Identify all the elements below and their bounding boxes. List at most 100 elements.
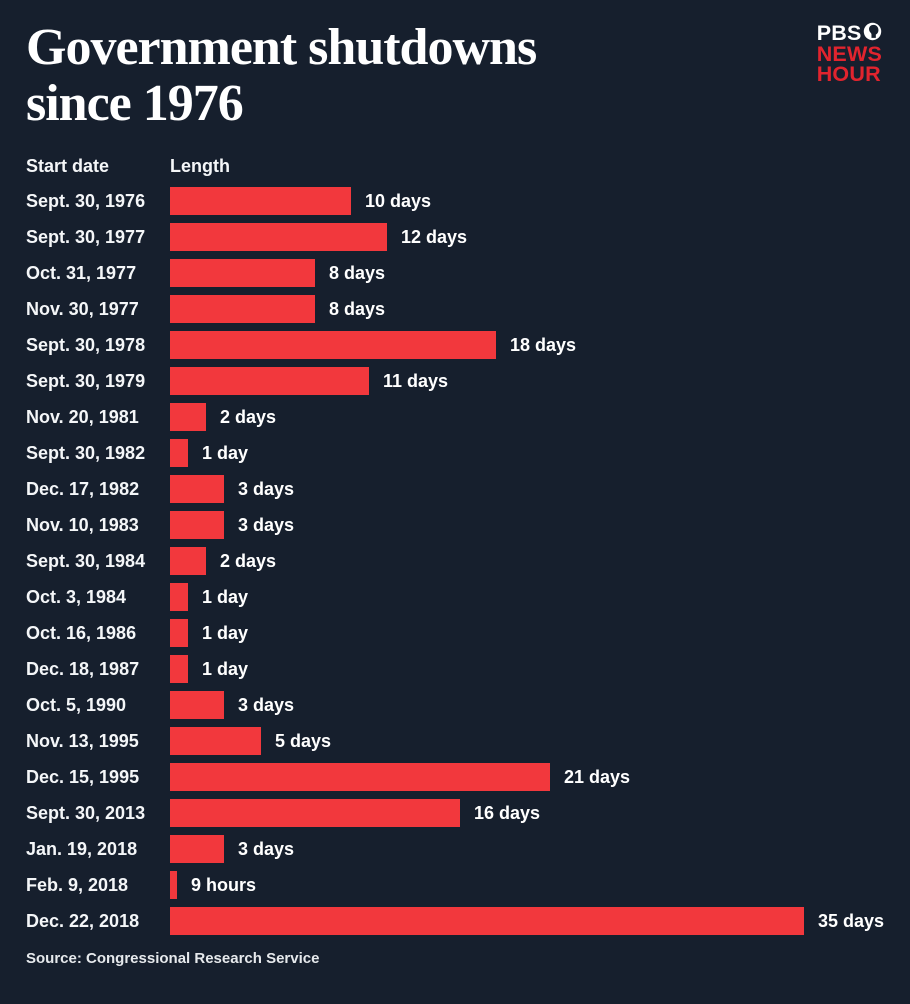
table-row: Sept. 30, 1978 18 days (26, 331, 884, 359)
row-date-label: Sept. 30, 1977 (26, 226, 146, 247)
bar (170, 799, 460, 827)
source-note: Source: Congressional Research Service (26, 950, 320, 967)
row-date-label: Dec. 17, 1982 (26, 478, 140, 499)
row-value-label: 3 days (238, 514, 295, 535)
row-value-label: 3 days (238, 838, 295, 859)
row-bar-area: 5 days (170, 727, 884, 755)
row-bar-area: 11 days (170, 367, 884, 395)
row-value-label: 1 day (202, 586, 249, 607)
bar (170, 691, 224, 719)
row-date-label: Oct. 16, 1986 (26, 622, 137, 643)
row-date-label: Nov. 10, 1983 (26, 514, 139, 535)
row-value-label: 1 day (202, 622, 249, 643)
row-value-label: 12 days (401, 226, 468, 247)
table-row: Sept. 30, 1977 12 days (26, 223, 884, 251)
row-bar-area: 16 days (170, 799, 884, 827)
row-date-label: Oct. 3, 1984 (26, 586, 127, 607)
column-header-length: Length (170, 156, 230, 176)
row-date-label: Dec. 15, 1995 (26, 766, 140, 787)
table-row: Nov. 10, 1983 3 days (26, 511, 884, 539)
table-row: Dec. 22, 2018 35 days (26, 907, 884, 935)
row-bar-area: 2 days (170, 403, 884, 431)
row-bar-area: 35 days (169, 907, 884, 935)
bar (170, 187, 351, 215)
row-value-label: 10 days (365, 190, 432, 211)
table-row: Oct. 5, 1990 3 days (26, 691, 884, 719)
row-date-label: Dec. 22, 2018 (26, 910, 140, 931)
row-date-label: Nov. 30, 1977 (26, 298, 139, 319)
bar (170, 475, 224, 503)
logo-hour-text: HOUR (816, 62, 881, 86)
table-row: Sept. 30, 2013 16 days (26, 799, 884, 827)
pbs-newshour-logo: PBS NEWS HOUR (816, 22, 882, 86)
table-row: Sept. 30, 1984 2 days (26, 547, 884, 575)
row-bar-area: 1 day (170, 439, 884, 467)
table-row: Feb. 9, 2018 9 hours (26, 871, 884, 899)
row-bar-area: 8 days (170, 259, 884, 287)
row-bar-area: 18 days (170, 331, 884, 359)
bar-chart: Sept. 30, 1976 10 days Sept. 30, 1977 12 da… (26, 187, 884, 935)
bar (170, 403, 206, 431)
row-bar-area: 1 day (170, 655, 884, 683)
bar (170, 871, 177, 899)
table-row: Sept. 30, 1982 1 day (26, 439, 884, 467)
bar (170, 547, 206, 575)
column-header-start-date: Start date (26, 156, 110, 176)
table-row: Sept. 30, 1976 10 days (26, 187, 884, 215)
table-row: Nov. 30, 1977 8 days (26, 295, 884, 323)
title-line-1: Government shutdowns (26, 19, 537, 76)
row-date-label: Feb. 9, 2018 (26, 874, 129, 895)
row-date-label: Sept. 30, 1979 (26, 370, 146, 391)
table-row: Dec. 17, 1982 3 days (26, 475, 884, 503)
row-value-label: 18 days (510, 334, 577, 355)
bar (170, 439, 188, 467)
bar (170, 367, 369, 395)
table-row: Sept. 30, 1979 11 days (26, 367, 884, 395)
row-date-label: Jan. 19, 2018 (26, 838, 138, 859)
table-row: Dec. 15, 1995 21 days (26, 763, 884, 791)
row-value-label: 2 days (220, 406, 277, 427)
row-value-label: 21 days (564, 766, 631, 787)
bar (170, 727, 261, 755)
column-headers: Start date Length (26, 156, 884, 178)
table-row: Oct. 16, 1986 1 day (26, 619, 884, 647)
logo-pbs-text: PBS (816, 21, 862, 45)
row-date-label: Nov. 20, 1981 (26, 406, 139, 427)
row-value-label: 1 day (202, 658, 249, 679)
row-date-label: Sept. 30, 1976 (26, 190, 146, 211)
table-row: Oct. 31, 1977 8 days (26, 259, 884, 287)
row-value-label: 9 hours (191, 874, 257, 895)
row-value-label: 8 days (329, 262, 386, 283)
row-date-label: Dec. 18, 1987 (26, 658, 140, 679)
bar (170, 835, 224, 863)
row-bar-area: 3 days (170, 691, 884, 719)
row-value-label: 3 days (238, 694, 295, 715)
row-value-label: 3 days (238, 478, 295, 499)
bar (170, 619, 188, 647)
row-bar-area: 9 hours (170, 871, 884, 899)
table-row: Nov. 20, 1981 2 days (26, 403, 884, 431)
row-value-label: 8 days (329, 298, 386, 319)
row-date-label: Oct. 31, 1977 (26, 262, 137, 283)
row-bar-area: 21 days (170, 763, 884, 791)
row-bar-area: 3 days (170, 511, 884, 539)
masthead: Government shutdowns since 1976 PBS NEWS… (26, 20, 884, 132)
bar (170, 763, 550, 791)
row-bar-area: 1 day (170, 619, 884, 647)
bar (170, 259, 315, 287)
bar (170, 655, 188, 683)
row-bar-area: 3 days (170, 475, 884, 503)
row-date-label: Sept. 30, 1978 (26, 334, 146, 355)
bar (170, 223, 387, 251)
title-line-2: since 1976 (26, 75, 244, 132)
row-bar-area: 2 days (170, 547, 884, 575)
table-row: Nov. 13, 1995 5 days (26, 727, 884, 755)
row-bar-area: 12 days (170, 223, 884, 251)
logo-line-pbs: PBS (817, 22, 882, 44)
row-date-label: Sept. 30, 1982 (26, 442, 146, 463)
row-value-label: 5 days (275, 730, 332, 751)
row-bar-area: 8 days (170, 295, 884, 323)
row-value-label: 1 day (202, 442, 249, 463)
row-value-label: 16 days (474, 802, 541, 823)
